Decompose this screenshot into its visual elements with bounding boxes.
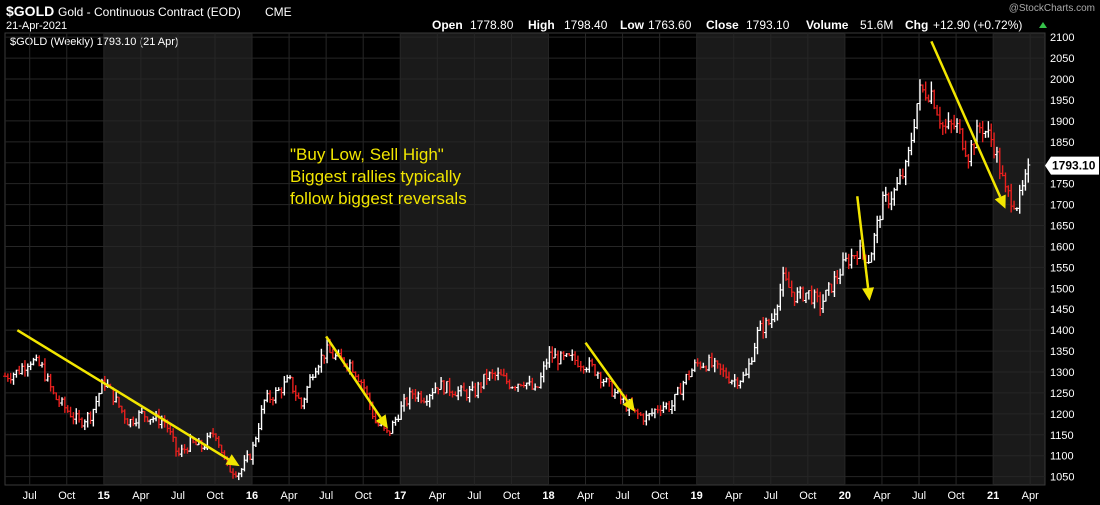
x-tick-label: 16 [246,490,258,502]
low-label: Low [620,18,645,32]
x-tick-label: Oct [948,490,965,502]
price-bars [3,79,1031,481]
annotation-line-1: "Buy Low, Sell High" [290,145,444,164]
up-triangle-icon [1039,22,1047,28]
y-tick-label: 1600 [1050,241,1074,253]
x-tick-label: Oct [355,490,372,502]
x-tick-label: Jul [764,490,778,502]
annotation-line-3: follow biggest reversals [290,189,467,208]
y-tick-label: 1700 [1050,200,1074,212]
y-tick-label: 1150 [1050,430,1074,442]
chg-value: +12.90 (+0.72%) [933,18,1022,32]
x-tick-label: Apr [429,490,446,502]
legend-text: $GOLD (Weekly) 1793.10 (21 Apr) [10,36,179,48]
x-tick-label: Apr [1022,490,1039,502]
x-tick-label: Jul [616,490,630,502]
low-value: 1763.60 [648,18,692,32]
y-tick-label: 1250 [1050,388,1074,400]
y-tick-label: 1100 [1050,451,1074,463]
x-tick-label: Oct [58,490,75,502]
volume-value: 51.6M [860,18,893,32]
arrow-head [375,414,388,429]
close-value: 1793.10 [746,18,790,32]
x-tick-label: 18 [542,490,554,502]
y-tick-label: 1200 [1050,409,1074,421]
trend-arrow [584,341,629,402]
high-label: High [528,18,555,32]
y-tick-label: 1300 [1050,367,1074,379]
x-tick-label: 19 [691,490,703,502]
x-tick-label: Oct [503,490,520,502]
x-tick-label: Apr [281,490,298,502]
x-tick-label: Jul [319,490,333,502]
symbol-label: $GOLD [6,3,54,19]
arrow-head [994,194,1006,209]
x-tick-label: Jul [912,490,926,502]
ohlc-bar: Open 1778.80 High 1798.40 Low 1763.60 Cl… [432,18,1047,32]
x-tick-label: Apr [577,490,594,502]
close-label: Close [706,18,739,32]
x-tick-label: Apr [725,490,742,502]
annotation-line-2: Biggest rallies typically [290,167,462,186]
y-tick-label: 1350 [1050,346,1074,358]
open-value: 1778.80 [470,18,514,32]
x-tick-label: Oct [799,490,816,502]
y-tick-label: 1950 [1050,95,1074,107]
instrument-name: Gold - Continuous Contract (EOD) [58,5,241,19]
date-label: 21-Apr-2021 [6,20,67,32]
x-tick-label: Jul [467,490,481,502]
annotation: "Buy Low, Sell High" Biggest rallies typ… [290,145,467,208]
volume-label: Volume [806,18,849,32]
y-axis: 1050 1100 1150 1200 1250 1300 1350 1400 1450 1500… [5,32,1074,484]
x-tick-label: Apr [132,490,149,502]
last-price-flag [1045,156,1099,175]
x-tick-label: 20 [839,490,851,502]
y-tick-label: 1850 [1050,137,1074,149]
arrow-head [862,287,875,301]
trend-arrow [16,329,230,461]
y-tick-label: 1050 [1050,472,1074,484]
x-tick-label: Oct [651,490,668,502]
y-tick-label: 2050 [1050,53,1074,65]
chg-label: Chg [905,18,928,32]
y-tick-label: 2100 [1050,32,1074,44]
watermark: @StockCharts.com [1009,3,1095,14]
x-tick-label: Apr [873,490,890,502]
year-band [993,33,1045,485]
x-tick-label: 21 [987,490,999,502]
y-tick-label: 1650 [1050,221,1074,233]
arrow-head [622,397,635,412]
x-tick-label: 17 [394,490,406,502]
y-tick-label: 1500 [1050,283,1074,295]
x-tick-label: 15 [98,490,110,502]
y-tick-label: 1450 [1050,304,1074,316]
y-tick-label: 1400 [1050,325,1074,337]
trend-arrows [16,40,1006,467]
last-price-tag: 1793.10 [1045,156,1099,175]
x-tick-label: Jul [23,490,37,502]
open-label: Open [432,18,463,32]
plot-frame [4,32,1046,486]
trend-arrow [856,196,870,289]
exchange-label: CME [265,5,292,19]
x-tick-label: Oct [206,490,223,502]
arrow-head [225,454,240,467]
high-value: 1798.40 [564,18,608,32]
y-tick-label: 1750 [1050,179,1074,191]
last-price-label: 1793.10 [1052,159,1096,173]
trend-arrow [325,335,382,419]
trend-arrow [930,40,1002,198]
x-tick-label: Jul [171,490,185,502]
y-tick-label: 2000 [1050,74,1074,86]
y-tick-label: 1900 [1050,116,1074,128]
y-tick-label: 1550 [1050,262,1074,274]
